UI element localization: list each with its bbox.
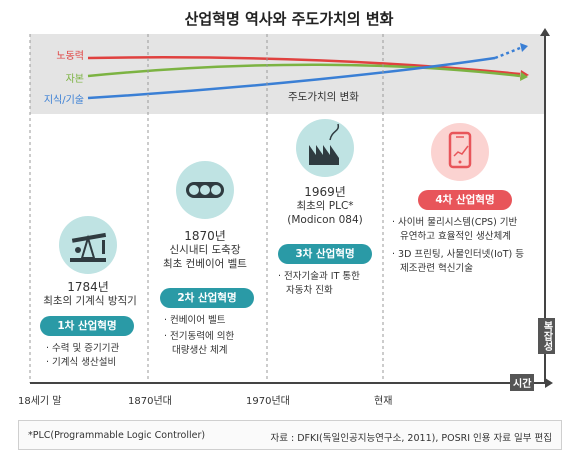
era1-year: 1784년	[67, 280, 109, 294]
trend-label-capital: 자본	[65, 74, 84, 85]
era2-badge: 2차 산업혁명	[160, 288, 254, 308]
conveyor-belt-icon	[186, 182, 224, 198]
x-tick: 18세기 말	[18, 396, 62, 407]
knowledge-trend-future	[494, 46, 521, 60]
era3-year: 1969년	[304, 185, 346, 199]
trend-label-knowledge: 지식/기술	[43, 95, 84, 106]
x-axis-label: 시간	[510, 374, 535, 391]
trend-caption: 주도가치의 변화	[288, 91, 359, 103]
pump-jack-icon	[70, 232, 107, 262]
capital-arrowhead	[520, 72, 528, 81]
era4-bullet: 제조관련 혁신기술	[400, 263, 473, 274]
x-tick: 1970년대	[246, 396, 290, 407]
footer-box	[18, 420, 562, 450]
capital-trend-line	[87, 63, 521, 78]
era3-bullet: · 전자기술과 IT 통한	[278, 271, 360, 282]
smartphone-icon	[448, 131, 472, 169]
era1-desc: 최초의 기계식 방직기	[43, 295, 137, 307]
x-tick: 현재	[374, 396, 393, 407]
era2-bullet: 대량생산 체계	[172, 345, 228, 356]
era2-bullet: · 전기동력에 의한	[164, 331, 235, 342]
era3-bullet: 자동차 진화	[286, 285, 333, 296]
y-axis-label: 복잡성	[538, 318, 555, 354]
era4-bullet: · 3D 프린팅, 사물인터넷(IoT) 등	[392, 249, 524, 260]
era4-bullet: · 사이버 물리시스템(CPS) 기반	[392, 217, 518, 228]
knowledge-arrowhead	[520, 43, 528, 52]
knowledge-trend-line	[87, 56, 496, 100]
era2-desc2: 최초 컨베이어 벨트	[163, 258, 247, 270]
era4-badge: 4차 산업혁명	[418, 190, 512, 210]
factory-icon	[309, 123, 340, 165]
era4-bullet: 유연하고 효율적인 생산체계	[400, 231, 511, 242]
x-tick: 1870년대	[128, 396, 172, 407]
era2-bullet: · 컨베이어 벨트	[164, 315, 226, 326]
labor-trend-line	[87, 56, 521, 76]
era3-badge: 3차 산업혁명	[278, 244, 372, 264]
era1-badge: 1차 산업혁명	[40, 316, 134, 336]
footer-note: *PLC(Programmable Logic Controller)	[28, 430, 206, 441]
page-title: 산업혁명 역사와 주도가치의 변화	[184, 10, 394, 28]
era2-year: 1870년	[184, 229, 226, 243]
trend-label-labor: 노동력	[56, 51, 84, 62]
era1-bullet: · 수력 및 증기기관	[46, 343, 120, 354]
era1-bullet: · 기계식 생산설비	[46, 357, 117, 368]
era3-desc2: (Modicon 084)	[287, 214, 363, 226]
era3-desc1: 최초의 PLC*	[296, 200, 354, 212]
era2-desc1: 신시내티 도축장	[169, 244, 241, 256]
footer-source: 자료 : DFKI(독일인공지능연구소, 2011), POSRI 인용 자료 …	[270, 433, 553, 444]
